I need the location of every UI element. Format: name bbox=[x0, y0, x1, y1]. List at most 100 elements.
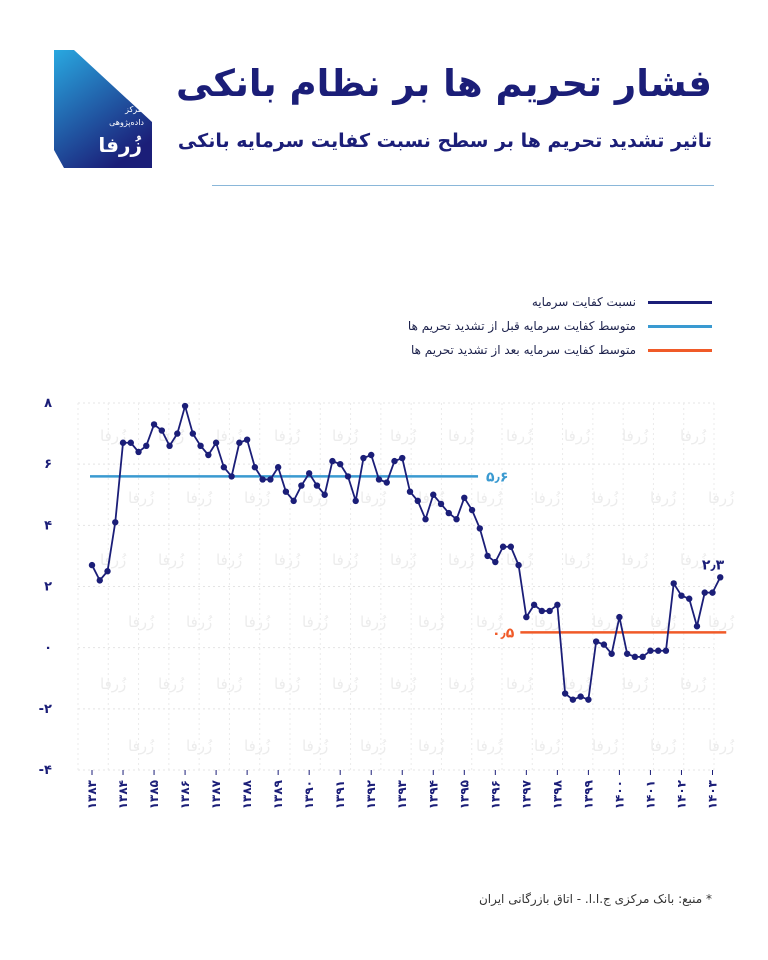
watermark-text: زُرفا bbox=[622, 675, 648, 693]
data-point bbox=[282, 488, 290, 495]
data-point bbox=[251, 464, 259, 471]
watermark-text: زُرفا bbox=[100, 675, 126, 693]
data-point bbox=[150, 421, 158, 428]
legend-item-ratio: نسبت کفایت سرمایه bbox=[352, 290, 712, 314]
data-point bbox=[561, 690, 569, 697]
legend-swatch-ratio bbox=[648, 300, 712, 304]
x-tick-label: ۱۳۸۸ bbox=[240, 779, 254, 809]
x-tick-label: ۱۳۹۲ bbox=[364, 779, 378, 809]
watermark-text: زُرفا bbox=[100, 427, 126, 445]
data-point bbox=[546, 607, 553, 615]
legend-label-after: متوسط کفایت سرمایه بعد از تشدید تحریم ها bbox=[410, 343, 636, 357]
watermark-text: زُرفا bbox=[186, 489, 212, 507]
data-point bbox=[430, 491, 437, 498]
series-line bbox=[91, 405, 722, 701]
x-tick-label: ۱۳۸۷ bbox=[209, 779, 223, 809]
data-point bbox=[585, 696, 592, 703]
x-tick-label: ۱۳۸۶ bbox=[178, 780, 192, 809]
watermark-text: زُرفا bbox=[592, 613, 618, 631]
watermark-text: زُرفا bbox=[708, 613, 734, 631]
page-subtitle: تاثیر تشدید تحریم ها بر سطح نسبت کفایت س… bbox=[177, 130, 712, 152]
watermark-text: زُرفا bbox=[650, 613, 676, 631]
watermark-text: زُرفا bbox=[506, 427, 532, 445]
data-point bbox=[523, 613, 530, 621]
logo-line-2: داده‌پژوهی bbox=[109, 118, 144, 127]
watermark-text: زُرفا bbox=[360, 613, 386, 631]
data-point bbox=[647, 647, 654, 654]
y-tick-label: ۰ bbox=[44, 641, 52, 656]
data-point bbox=[360, 454, 367, 462]
data-point bbox=[143, 442, 150, 450]
watermark-text: زُرفا bbox=[534, 489, 560, 507]
data-point bbox=[383, 479, 390, 486]
y-tick-label: ۲ bbox=[44, 580, 52, 595]
data-point bbox=[220, 464, 228, 471]
data-point bbox=[298, 482, 305, 489]
data-point bbox=[476, 525, 484, 532]
data-point bbox=[212, 439, 220, 446]
data-point bbox=[445, 509, 452, 517]
data-point bbox=[112, 519, 119, 526]
data-point bbox=[608, 650, 615, 657]
watermark-text: زُرفا bbox=[592, 737, 618, 755]
watermark-text: زُرفا bbox=[708, 489, 734, 507]
watermark-text: زُرفا bbox=[128, 613, 154, 631]
legend-swatch-after bbox=[648, 348, 712, 352]
x-tick-label: ۱۳۹۶ bbox=[488, 780, 502, 809]
y-tick-label: ۴ bbox=[44, 518, 52, 533]
data-point bbox=[686, 595, 693, 602]
watermark-text: زُرفا bbox=[158, 675, 184, 693]
data-point bbox=[670, 580, 677, 587]
watermark-text: زُرفا bbox=[506, 675, 532, 693]
watermark-text: زُرفا bbox=[534, 737, 560, 755]
data-point bbox=[414, 497, 421, 505]
data-point bbox=[577, 693, 584, 700]
watermark-text: زُرفا bbox=[274, 427, 300, 445]
x-tick-label: ۱۳۸۳ bbox=[85, 779, 99, 809]
data-point bbox=[538, 607, 546, 615]
data-point bbox=[654, 647, 662, 654]
watermark-text: زُرفا bbox=[506, 551, 532, 569]
data-point bbox=[406, 488, 414, 495]
data-point bbox=[662, 647, 670, 654]
data-point bbox=[484, 552, 491, 560]
data-point bbox=[236, 439, 243, 446]
watermark-text: زُرفا bbox=[216, 551, 242, 569]
data-point bbox=[639, 653, 646, 661]
data-point bbox=[205, 451, 212, 459]
legend-label-before: متوسط کفایت سرمایه قبل از تشدید تحریم ها bbox=[407, 319, 636, 333]
data-point bbox=[375, 476, 383, 483]
data-point bbox=[461, 494, 468, 502]
data-point bbox=[499, 543, 507, 550]
data-point bbox=[352, 497, 359, 505]
data-point bbox=[709, 589, 716, 596]
x-tick-label: ۱۴۰۲ bbox=[674, 779, 688, 809]
watermark-text: زُرفا bbox=[650, 737, 676, 755]
watermark-text: زُرفا bbox=[274, 675, 300, 693]
data-point bbox=[616, 613, 623, 621]
data-point bbox=[399, 454, 406, 462]
data-point bbox=[88, 561, 96, 569]
watermark-text: زُرفا bbox=[418, 737, 444, 755]
data-point bbox=[453, 516, 460, 523]
x-tick-label: ۱۳۸۵ bbox=[147, 780, 161, 809]
data-point bbox=[313, 482, 321, 489]
data-point bbox=[678, 592, 685, 599]
x-tick-label: ۱۳۸۹ bbox=[271, 779, 285, 809]
watermark-text: زُرفا bbox=[534, 613, 560, 631]
watermark-text: زُرفا bbox=[622, 427, 648, 445]
data-point bbox=[693, 623, 701, 630]
x-tick-label: ۱۳۹۱ bbox=[333, 780, 347, 809]
watermark-text: زُرفا bbox=[622, 551, 648, 569]
watermark-text: زُرفا bbox=[100, 551, 126, 569]
watermark-text: زُرفا bbox=[274, 551, 300, 569]
data-point bbox=[96, 577, 103, 584]
legend-item-after: متوسط کفایت سرمایه بعد از تشدید تحریم ها bbox=[352, 338, 712, 362]
watermark-text: زُرفا bbox=[418, 613, 444, 631]
data-point bbox=[507, 543, 515, 550]
data-point bbox=[468, 506, 476, 514]
data-point bbox=[717, 574, 724, 581]
watermark-text: زُرفا bbox=[244, 613, 270, 631]
logo-line-1: مرکز bbox=[124, 105, 142, 114]
watermark-text: زُرفا bbox=[680, 675, 706, 693]
